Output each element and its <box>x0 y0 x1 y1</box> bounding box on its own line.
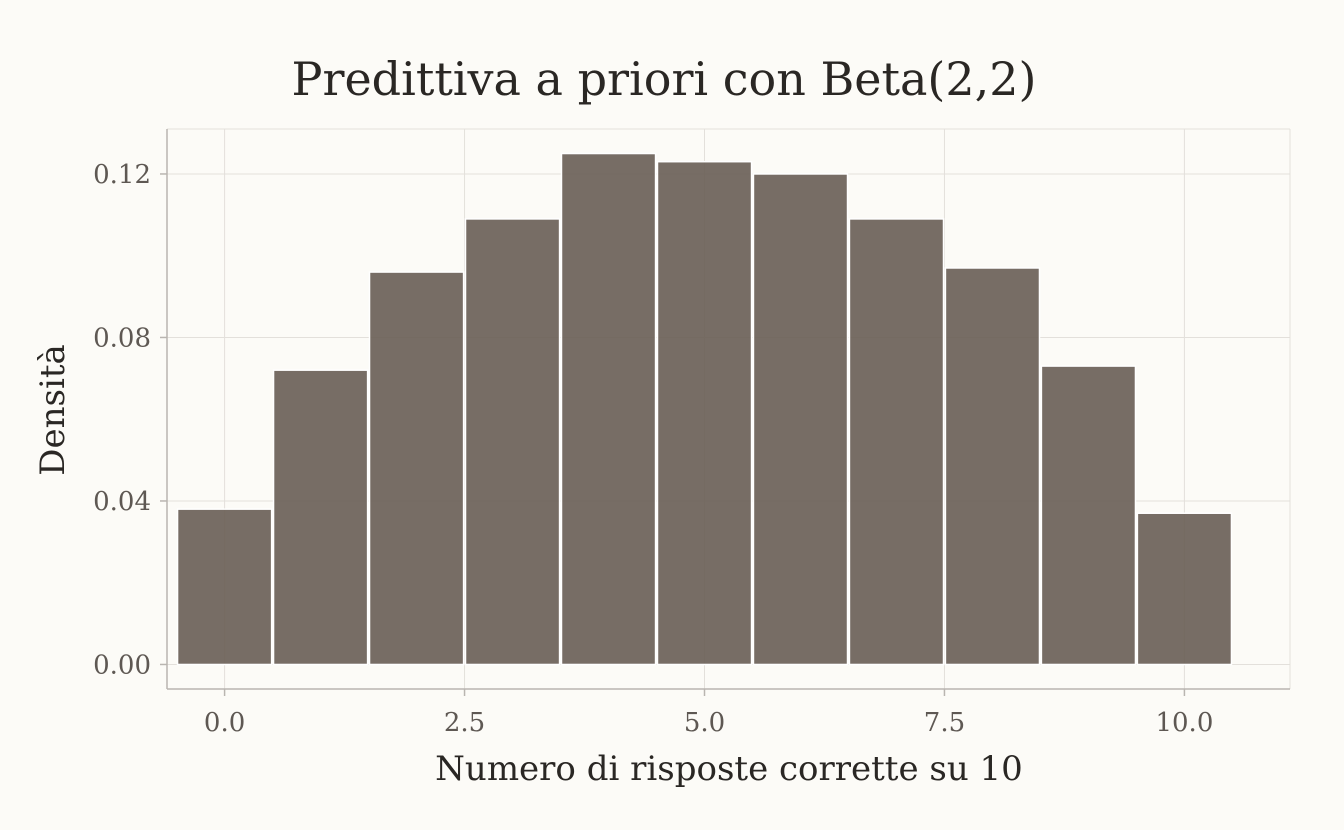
x-axis-label: Numero di risposte corrette su 10 <box>435 749 1023 789</box>
y-tick-label: 0.04 <box>93 487 151 517</box>
axes: 0.0 2.5 5.0 7.5 10.0 0.00 0.04 0.08 0.12 <box>93 129 1290 738</box>
bar-6 <box>752 173 849 666</box>
x-tick-label: 0.0 <box>204 708 245 738</box>
bar-0 <box>176 508 273 666</box>
x-tick-label: 5.0 <box>684 708 725 738</box>
bar-4 <box>560 152 657 666</box>
bar-3 <box>464 218 561 666</box>
x-tick-label: 2.5 <box>444 708 485 738</box>
bar-2 <box>368 271 465 666</box>
bar-8 <box>944 267 1041 666</box>
y-axis-label: Densità <box>33 344 73 476</box>
bar-1 <box>272 369 369 666</box>
bar-10 <box>1136 512 1233 666</box>
bar-7 <box>848 218 945 666</box>
bar-9 <box>1040 365 1137 666</box>
chart-title: Predittiva a priori con Beta(2,2) <box>292 52 1037 106</box>
x-tick-label: 10.0 <box>1155 708 1213 738</box>
y-tick-label: 0.12 <box>93 160 151 190</box>
bar-5 <box>656 160 753 666</box>
y-tick-label: 0.08 <box>93 323 151 353</box>
bars <box>176 152 1233 666</box>
x-tick-label: 7.5 <box>924 708 965 738</box>
y-tick-label: 0.00 <box>93 650 151 680</box>
